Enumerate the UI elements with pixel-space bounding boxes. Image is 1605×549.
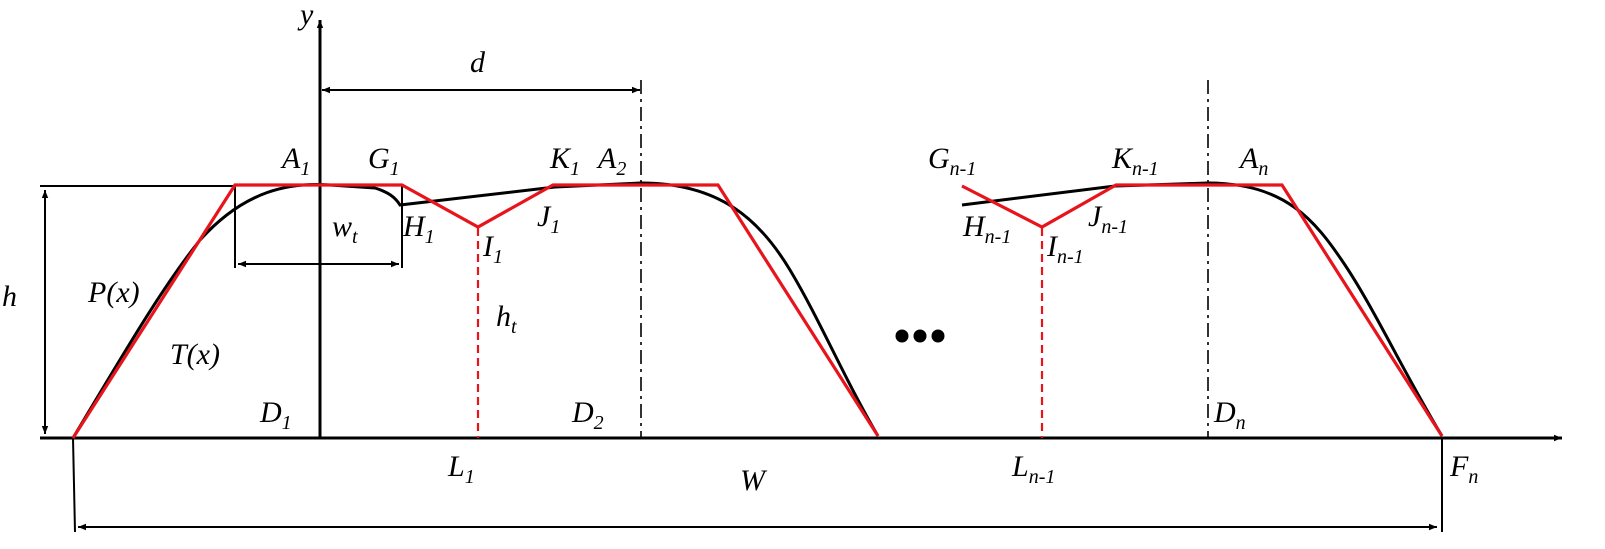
hn-1-label: Hn-1: [962, 210, 1011, 248]
dn-label: Dn: [1213, 396, 1246, 434]
p-function-label: P(x): [87, 276, 140, 309]
kn-1-label: Kn-1: [1111, 142, 1159, 180]
an-label: An: [1238, 142, 1268, 180]
t-function-label: T(x): [170, 338, 220, 371]
y-axis-label: y: [297, 0, 314, 31]
jn-1-label: Jn-1: [1088, 200, 1128, 238]
trapezoid-approximation-right: [961, 183, 1444, 437]
w-label: W: [740, 464, 768, 497]
in-1-label: In-1: [1046, 230, 1084, 268]
g1-label: G1: [368, 142, 400, 180]
k1-label: K1: [549, 142, 580, 180]
a1-label: A1: [280, 142, 310, 180]
a2-label: A2: [596, 142, 626, 180]
d-label: d: [470, 46, 486, 79]
ellipsis-dot: [895, 329, 909, 343]
trapezoid-approximation-left: [71, 183, 880, 439]
gn-1-label: Gn-1: [928, 142, 976, 180]
ht-label: ht: [496, 300, 517, 338]
h-label: h: [2, 280, 17, 313]
actual-profile-curve-right: [961, 181, 1444, 437]
i1-label: I1: [482, 230, 503, 268]
d2-label: D2: [571, 396, 604, 434]
fn-label: Fn: [1449, 450, 1478, 488]
ellipsis-dot: [931, 329, 945, 343]
l1-label: L1: [447, 450, 475, 488]
ln-1-label: Ln-1: [1011, 450, 1055, 488]
wt-label: wt: [332, 210, 358, 248]
w-left-extension-line: [72, 437, 76, 533]
ellipsis-dot: [913, 329, 927, 343]
h1-label: H1: [402, 210, 435, 248]
j1-label: J1: [537, 200, 560, 238]
actual-profile-curve-left: [71, 181, 880, 439]
d1-label: D1: [259, 396, 292, 434]
